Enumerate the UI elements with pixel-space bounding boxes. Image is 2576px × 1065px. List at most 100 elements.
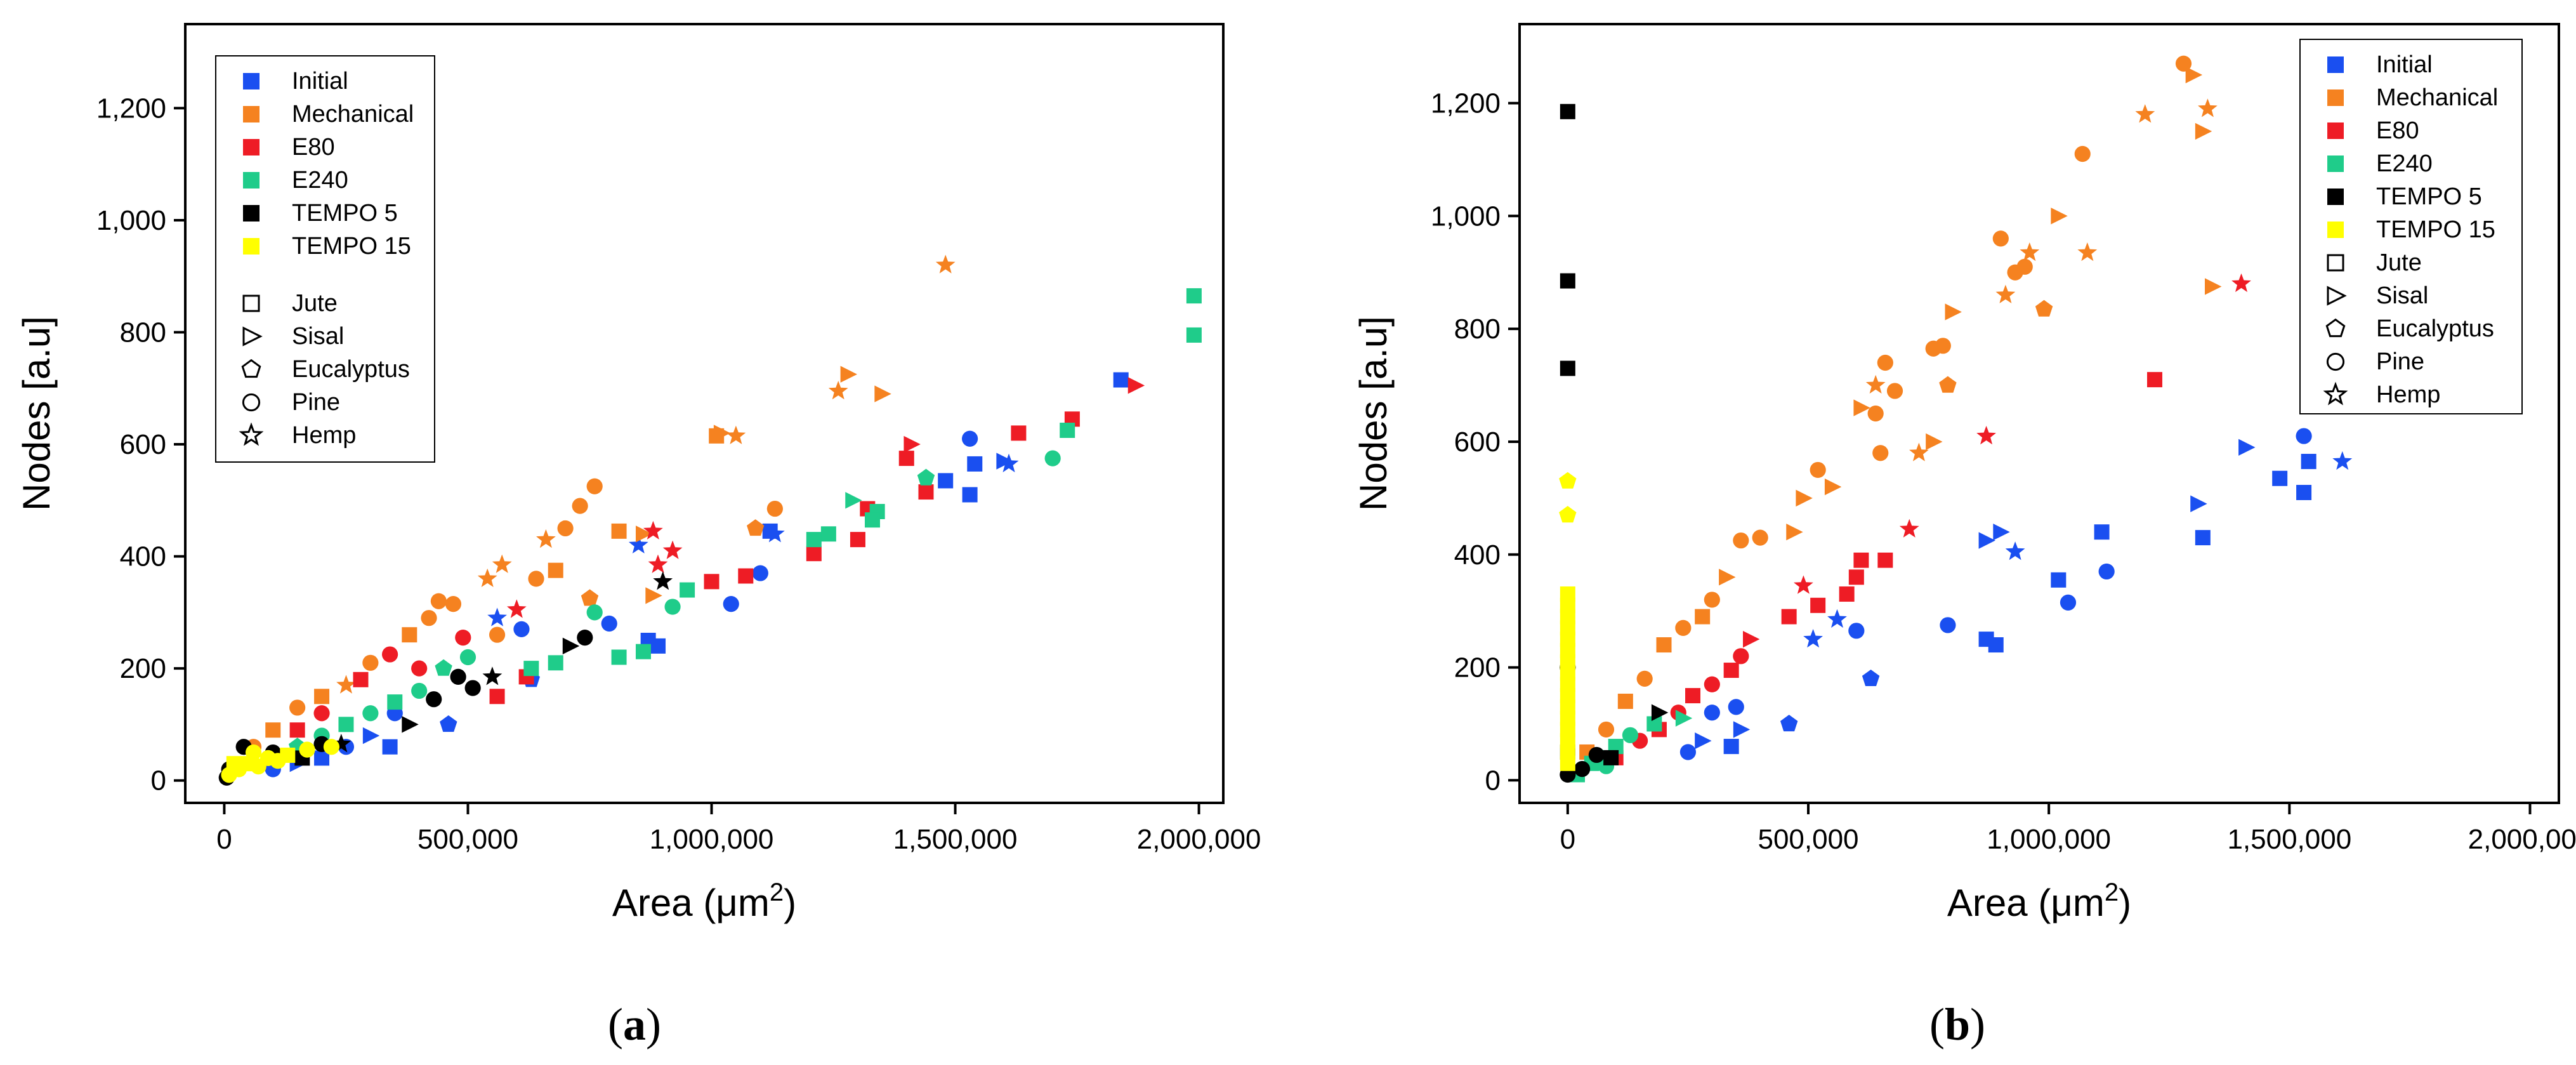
x-tick-label: 0 [1560,824,1575,855]
data-point-initial [1978,532,1995,549]
legend-color-swatch [243,238,260,255]
data-point-initial [487,607,507,626]
data-point-mechanical [1886,383,1903,399]
legend-color-swatch [243,106,260,122]
data-point-e240 [548,655,563,671]
data-point-tempo-5 [1560,273,1575,289]
legend-label: TEMPO 5 [292,200,398,227]
legend-label: Eucalyptus [2376,315,2494,342]
legend-label: Sisal [2376,282,2428,309]
data-point-tempo-5 [1574,761,1591,777]
data-point-e80 [1794,575,1813,594]
data-point-mechanical [1796,489,1813,507]
data-point-tempo-15 [226,756,242,772]
data-point-initial [2060,594,2077,611]
data-point-initial [1113,372,1129,388]
y-tick-label: 800 [1454,314,1501,345]
data-point-initial [2238,439,2256,456]
x-tick-label: 500,000 [417,824,518,855]
data-point-mechanical [2074,145,2091,162]
data-point-e80 [1810,597,1826,613]
data-point-e80 [1733,648,1749,665]
data-point-e80 [918,484,934,500]
legend-label: E80 [2376,117,2419,144]
y-tick-label: 1,200 [96,93,166,124]
data-point-initial [1728,699,1744,715]
data-point-initial [752,565,768,581]
data-point-initial [962,430,978,447]
data-point-tempo-5 [1588,746,1605,764]
y-tick-label: 200 [1454,652,1501,684]
data-point-e240 [664,599,681,615]
data-point-initial [962,487,978,503]
data-point-mechanical [1704,592,1720,608]
data-point-mechanical [581,589,599,606]
data-point-mechanical [2051,208,2068,225]
legend-label: E240 [292,167,348,194]
x-axis-title-main: Area (μm [1947,882,2105,924]
y-axis-title: Nodes [a.u] [15,316,58,511]
data-point-e80 [1976,425,1996,445]
data-point-e240 [435,659,452,676]
data-point-mechanical [492,554,512,573]
data-point-initial [1988,637,2004,653]
data-point-initial [938,473,954,489]
y-tick-label: 600 [1454,427,1501,458]
data-point-e80 [1127,377,1145,394]
legend-shape-icon [242,294,260,312]
data-point-initial [2098,563,2115,580]
data-point-e80 [455,629,471,646]
data-point-e80 [313,705,330,722]
data-point-tempo-15 [1559,472,1577,489]
data-point-e80 [662,540,683,559]
data-point-tempo-15 [323,739,340,755]
data-point-initial [2195,530,2211,546]
data-point-mechanical [477,568,497,587]
data-point-initial [1940,617,1956,633]
data-point-tempo-15 [1559,506,1577,523]
legend-shape-icon [2327,286,2347,306]
data-point-mechanical [314,689,330,704]
data-point-mechanical [1992,230,2009,247]
data-point-mechanical [840,366,857,383]
data-point-initial [2005,541,2025,560]
data-point-e80 [1853,552,1869,568]
legend-label: Hemp [2376,381,2440,408]
chart-panel-a: 0 500,000 1,000,000 1,500,000 2,000,000 0 200 4… [15,23,1261,1050]
panel-label-letter: a [623,999,646,1050]
y-tick-label: 400 [120,541,166,572]
data-point-initial [601,615,617,632]
legend-label: TEMPO 15 [292,233,411,260]
legend-label: Mechanical [292,101,414,128]
data-point-e80 [1781,609,1797,625]
data-point-mechanical [2035,300,2053,317]
data-point-e80 [411,660,428,677]
x-tick-label: 2,000,000 [2468,824,2576,855]
legend-shape-icon [242,326,263,347]
data-point-initial [1733,721,1751,738]
data-point-initial [513,621,530,637]
data-point-initial [2301,454,2316,470]
data-point-e80 [1743,630,1760,648]
data-point-tempo-15 [245,744,262,761]
data-point-e80 [806,546,822,562]
data-point-e240 [387,694,403,710]
data-point-mechanical [1752,529,1768,546]
y-tick-label: 0 [1485,765,1501,796]
data-point-mechanical [1675,619,1692,636]
legend-color-swatch [243,205,260,222]
legend-color-swatch [243,172,260,189]
data-point-mechanical [572,498,588,514]
data-point-initial [2190,495,2207,512]
panel-label-letter: b [1945,999,1970,1050]
x-tick-label: 500,000 [1758,824,1858,855]
x-axis-title: Area (μm2) [612,878,796,924]
data-point-e240 [635,644,651,659]
data-point-e80 [1704,676,1720,692]
data-point-mechanical [2205,278,2222,295]
data-point-initial [967,456,983,472]
data-point-e80 [648,554,668,573]
panel-label-close: ) [646,999,661,1050]
data-point-e80 [381,646,398,663]
data-point-initial [1848,623,1865,639]
